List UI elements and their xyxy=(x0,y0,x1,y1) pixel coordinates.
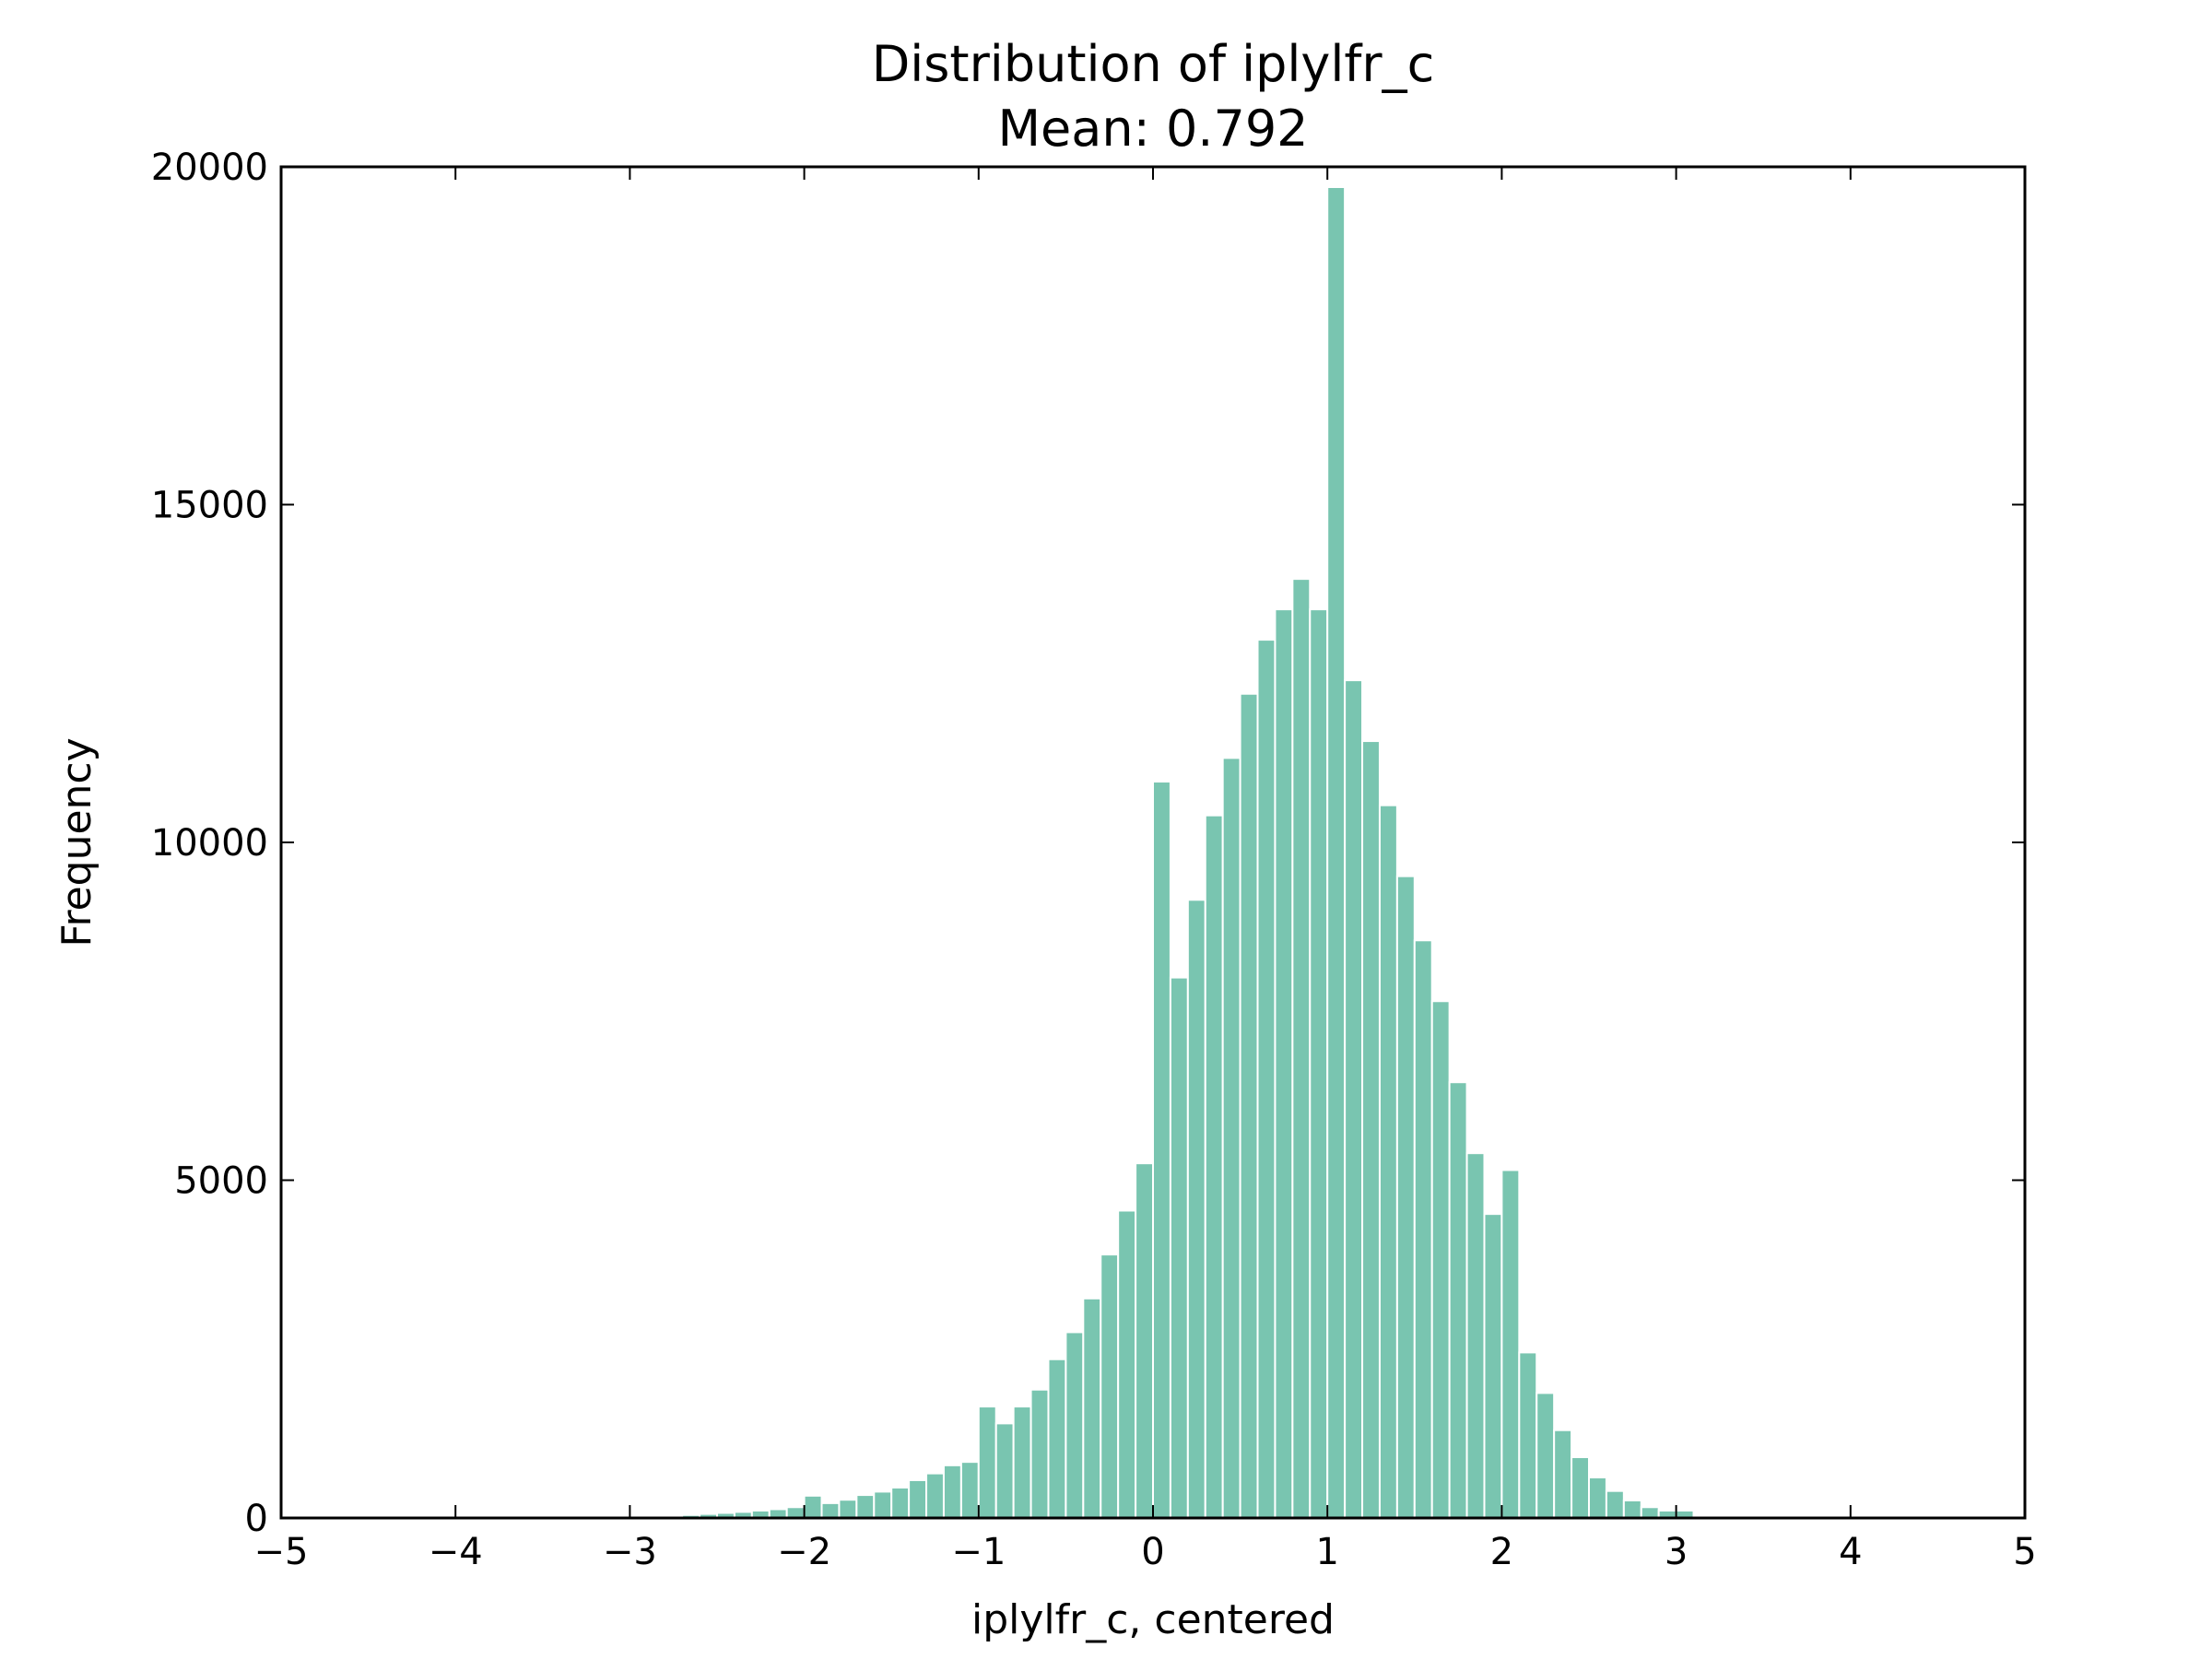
x-tick-label: 3 xyxy=(1665,1531,1688,1573)
plot-frame xyxy=(279,165,2027,1520)
histogram-bar xyxy=(873,1490,893,1520)
histogram-bar xyxy=(1571,1456,1590,1520)
x-axis-ticks: −5 −4 −3 −2 −1 0 1 2 3 4 5 xyxy=(254,167,2037,1573)
histogram-bar xyxy=(925,1472,945,1519)
histogram-bar xyxy=(803,1494,823,1520)
histogram-bar xyxy=(908,1478,928,1519)
histogram-bar xyxy=(1395,875,1416,1519)
histogram-bar xyxy=(1152,781,1171,1519)
histogram-bar xyxy=(1047,1358,1067,1519)
histogram-bar xyxy=(1326,185,1347,1520)
histogram-bar xyxy=(1309,608,1329,1519)
histogram-bar xyxy=(1344,679,1364,1519)
histogram-bar xyxy=(1588,1477,1607,1520)
histogram-bar xyxy=(1378,804,1398,1519)
x-tick-label: 4 xyxy=(1839,1531,1862,1573)
histogram-bar xyxy=(1256,639,1277,1519)
x-tick-label: −3 xyxy=(603,1531,657,1573)
y-tick-label: 15000 xyxy=(151,485,268,527)
histogram-bar xyxy=(1622,1499,1642,1519)
histogram-bar xyxy=(1291,578,1312,1519)
histogram-bar xyxy=(942,1464,962,1519)
histogram-bar xyxy=(1065,1331,1085,1520)
y-tick-label: 5000 xyxy=(174,1160,268,1203)
histogram-bar xyxy=(1640,1506,1660,1520)
histogram-bar xyxy=(1030,1388,1050,1519)
histogram-bar xyxy=(1221,757,1241,1520)
y-tick-label: 0 xyxy=(245,1498,268,1540)
x-tick-label: −5 xyxy=(254,1531,309,1573)
histogram-bar xyxy=(1361,740,1381,1519)
histogram-bar xyxy=(838,1499,858,1519)
histogram-bar xyxy=(1553,1429,1573,1519)
histogram-bar xyxy=(959,1461,980,1520)
x-tick-label: −2 xyxy=(777,1531,831,1573)
histogram-bar xyxy=(977,1406,997,1520)
histogram-bar xyxy=(820,1501,841,1519)
histogram-bar xyxy=(1117,1209,1137,1519)
histogram-bar xyxy=(1430,1000,1451,1519)
y-tick-label: 10000 xyxy=(151,822,268,865)
histogram-bar xyxy=(1535,1392,1556,1520)
histogram-bar xyxy=(1448,1081,1468,1519)
histogram-bar xyxy=(1239,692,1259,1519)
x-tick-label: 2 xyxy=(1490,1531,1513,1573)
histogram-bar xyxy=(1204,814,1224,1519)
histogram-bars xyxy=(664,185,1695,1520)
histogram-bar xyxy=(1483,1213,1503,1520)
histogram-bar xyxy=(1465,1152,1486,1520)
histogram-bar xyxy=(1082,1297,1102,1520)
histogram-bar xyxy=(1100,1253,1120,1519)
y-tick-label: 20000 xyxy=(151,147,268,189)
x-axis-label: iplylfr_c, centered xyxy=(971,1596,1335,1643)
x-tick-label: 0 xyxy=(1141,1531,1164,1573)
histogram-bar xyxy=(994,1422,1015,1520)
x-tick-label: −1 xyxy=(951,1531,1006,1573)
histogram-bar xyxy=(1518,1351,1538,1520)
histogram-bar xyxy=(785,1506,806,1520)
histogram-bar xyxy=(1500,1169,1521,1519)
x-tick-label: 5 xyxy=(2013,1531,2036,1573)
chart-title: Distribution of iplylfr_c xyxy=(872,35,1435,93)
histogram-bar xyxy=(1413,939,1433,1519)
chart-subtitle: Mean: 0.792 xyxy=(997,100,1308,158)
histogram-bar xyxy=(890,1487,911,1520)
histogram-bar xyxy=(1274,608,1294,1519)
histogram-bar xyxy=(1169,976,1189,1519)
histogram-bar xyxy=(1605,1489,1625,1520)
x-tick-label: −4 xyxy=(429,1531,483,1573)
histogram-bar xyxy=(1012,1406,1032,1520)
histogram-bar xyxy=(1186,899,1206,1519)
x-tick-label: 1 xyxy=(1315,1531,1338,1573)
histogram-bar xyxy=(1135,1162,1154,1520)
y-axis-label: Frequency xyxy=(53,737,100,947)
histogram-bar xyxy=(855,1494,876,1519)
